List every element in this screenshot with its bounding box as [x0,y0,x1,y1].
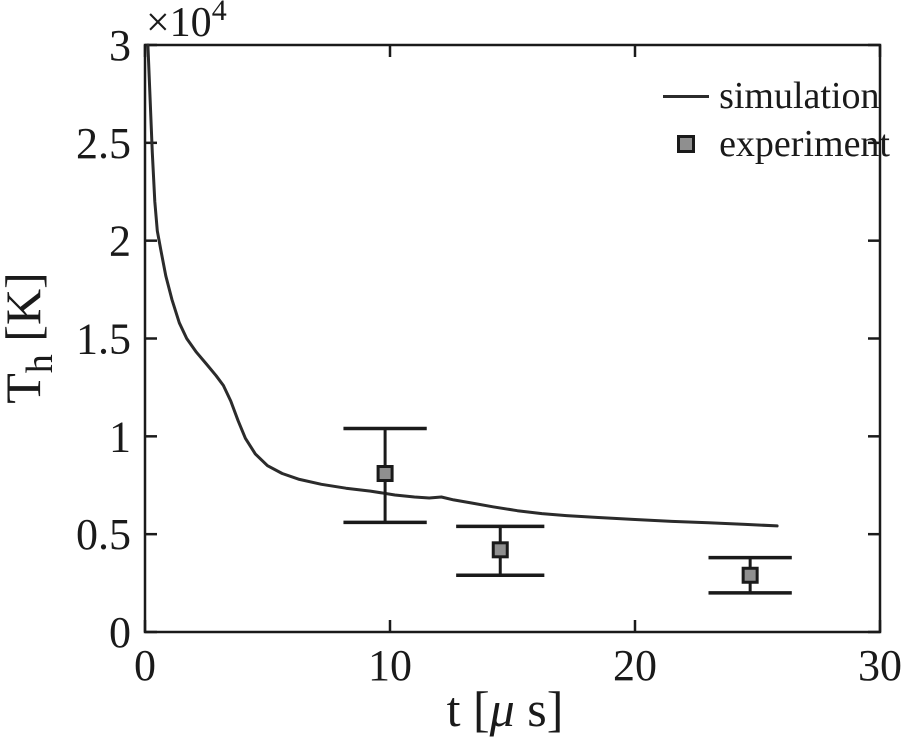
legend-swatch-cell [663,135,709,153]
legend-item-experiment: experiment [663,122,890,166]
experiment-marker [376,465,394,483]
experiment-errorbar [456,524,545,578]
x-tick-label: 30 [858,641,902,690]
y-tick-label: 0.5 [76,510,131,559]
y-label-post: [K] [0,272,51,354]
x-label-mu: μ [489,681,515,737]
experiment-errorbar [343,426,427,525]
offset-base: ×10 [146,0,212,46]
y-tick-label: 1.5 [76,315,131,364]
y-tick-label: 1 [109,412,131,461]
experiment-marker [491,541,509,559]
legend-label-experiment: experiment [719,123,890,165]
experiment-marker-swatch [677,135,696,153]
y-axis-label: Th [K] [0,272,61,403]
offset-exponent: 4 [212,0,227,27]
y-tick-label: 2 [109,217,131,266]
y-tick-label: 3 [109,21,131,70]
legend-label-simulation: simulation [719,75,880,117]
y-label-subscript: h [19,354,61,373]
x-label-pre: t [ [447,681,490,737]
experiment-marker [741,566,759,584]
y-label-base: T [0,373,51,404]
y-tick-label: 0 [109,608,131,657]
simulation-curve [146,43,779,528]
axes: 0 10 20 30 0 0.5 1 1.5 2 2.5 3 [76,21,902,690]
x-tick-label: 10 [368,641,412,690]
experiment-errorbar [708,555,792,595]
y-axis-offset-label: ×104 [146,0,227,46]
x-label-post: s] [515,681,564,737]
legend-item-simulation: simulation [663,74,890,118]
x-tick-label: 20 [613,641,657,690]
simulation-line-swatch [663,94,710,98]
y-tick-label: 2.5 [76,119,131,168]
x-tick-label: 0 [134,641,156,690]
plot-data [146,43,792,595]
legend: simulation experiment [663,74,890,166]
legend-swatch-cell [663,94,710,98]
x-axis-label: t [μ s] [447,681,564,737]
